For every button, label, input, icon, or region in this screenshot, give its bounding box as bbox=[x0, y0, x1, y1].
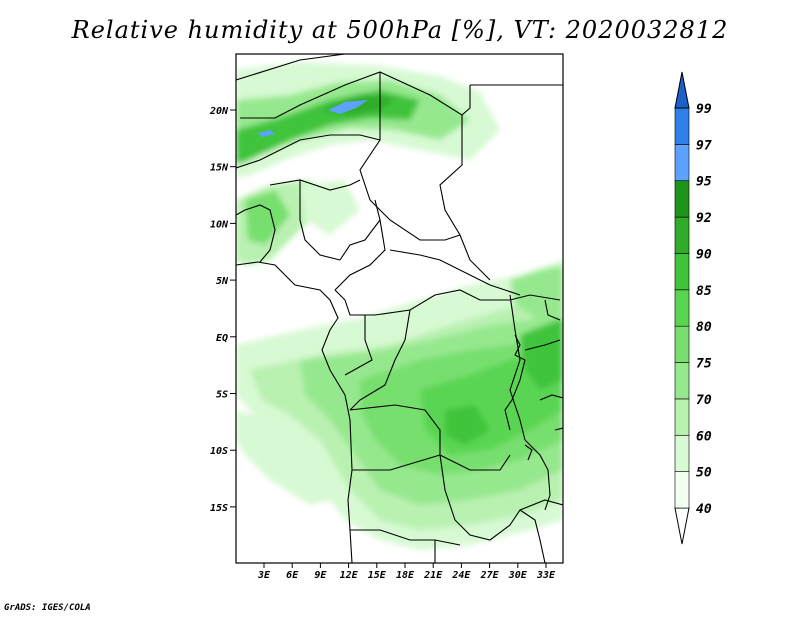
lon-label: 12E bbox=[340, 570, 359, 581]
lon-label: 18E bbox=[396, 570, 415, 581]
lat-label: 15N bbox=[210, 163, 229, 174]
lon-label: 9E bbox=[314, 570, 327, 581]
colorbar-segment bbox=[674, 216, 690, 254]
lat-label: 5S bbox=[216, 390, 228, 401]
colorbar-segment bbox=[674, 362, 690, 400]
credit-label: GrADS: IGES/COLA bbox=[4, 603, 91, 613]
lat-label: 10S bbox=[210, 446, 228, 457]
colorbar-segment bbox=[674, 107, 690, 145]
lat-label: 10N bbox=[210, 219, 229, 230]
colorbar-label: 50 bbox=[696, 466, 712, 481]
colorbar-label: 92 bbox=[696, 211, 712, 226]
colorbar-segment bbox=[674, 398, 690, 436]
lat-label: EQ bbox=[216, 333, 228, 344]
humidity-shading bbox=[236, 54, 563, 563]
lon-label: 33E bbox=[536, 570, 556, 581]
colorbar-label: 95 bbox=[696, 175, 712, 190]
lon-label: 6E bbox=[286, 570, 299, 581]
colorbar-label: 60 bbox=[696, 429, 712, 444]
colorbar-segment bbox=[674, 471, 690, 509]
colorbar-label: 99 bbox=[696, 102, 712, 117]
lon-label: 24E bbox=[451, 570, 471, 581]
lon-label: 27E bbox=[480, 570, 500, 581]
colorbar-label: 97 bbox=[696, 138, 712, 153]
map-frame bbox=[235, 53, 564, 564]
colorbar-segment bbox=[674, 289, 690, 327]
latitude-axis: 20N 15N 10N 5N EQ 5S 10S 15S bbox=[209, 106, 236, 514]
colorbar: 40 50 60 70 75 80 85 90 92 95 97 99 bbox=[674, 71, 712, 545]
colorbar-segment bbox=[674, 325, 690, 363]
colorbar-label: 85 bbox=[696, 284, 712, 299]
longitude-axis: 3E 6E 9E 12E 15E 18E 21E 24E 27E 30E 33E bbox=[257, 563, 556, 581]
lon-label: 3E bbox=[257, 570, 271, 581]
lat-label: 20N bbox=[209, 106, 229, 117]
colorbar-segment bbox=[674, 253, 690, 291]
lon-label: 15E bbox=[368, 570, 387, 581]
colorbar-label: 80 bbox=[696, 320, 712, 335]
lon-label: 30E bbox=[508, 570, 528, 581]
colorbar-segment bbox=[674, 180, 690, 218]
colorbar-label: 90 bbox=[696, 247, 712, 262]
lon-label: 21E bbox=[423, 570, 443, 581]
lat-label: 5N bbox=[216, 276, 229, 287]
lat-label: 15S bbox=[210, 503, 228, 514]
colorbar-label: 70 bbox=[696, 393, 712, 408]
colorbar-lower-triangle bbox=[674, 507, 690, 545]
colorbar-label: 75 bbox=[696, 357, 712, 372]
colorbar-segment bbox=[674, 144, 690, 182]
colorbar-upper-triangle bbox=[674, 71, 690, 109]
map-title: Relative humidity at 500hPa [%], VT: 202… bbox=[71, 16, 729, 44]
colorbar-label: 40 bbox=[696, 502, 712, 517]
colorbar-segment bbox=[674, 434, 690, 472]
country-borders bbox=[236, 54, 563, 563]
